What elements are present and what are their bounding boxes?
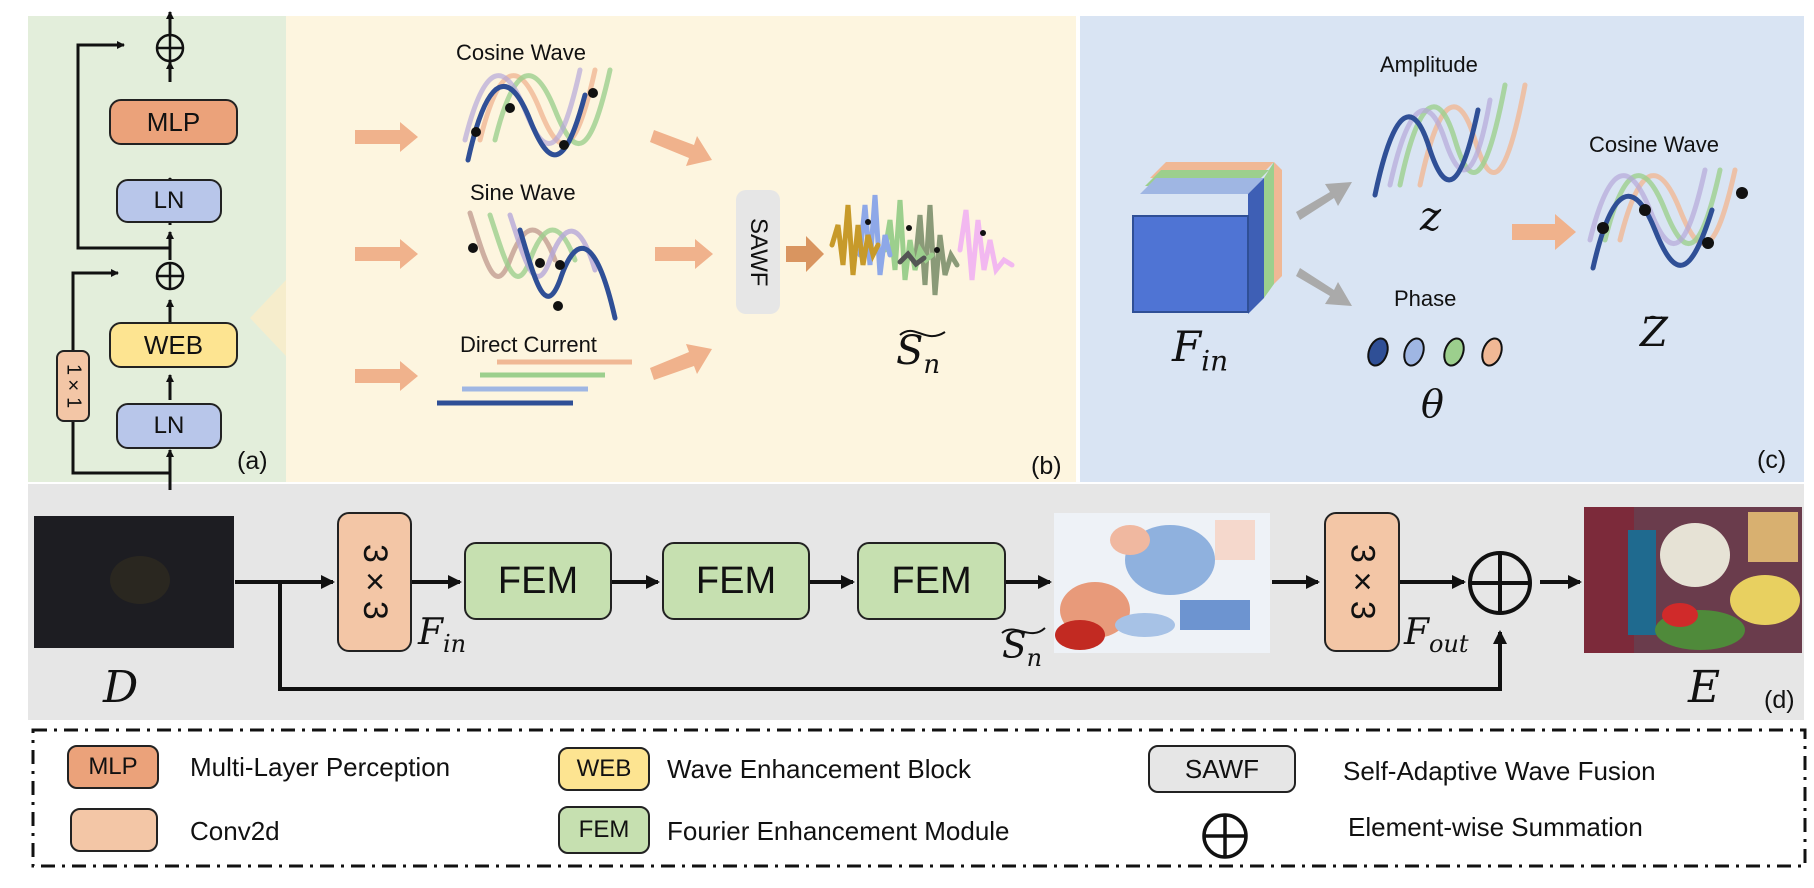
- sum-nodes-a: [155, 33, 185, 291]
- feature-cube: [1132, 162, 1282, 314]
- legend-mlp-text: Multi-Layer Perception: [190, 752, 451, 782]
- z-label: z: [1420, 194, 1442, 240]
- fem-block-2: FEM: [662, 542, 810, 620]
- f-in-sub-d: in: [442, 630, 467, 659]
- f-in-label-c: Fin: [1172, 322, 1228, 377]
- sawf-block: SAWF: [736, 190, 780, 314]
- sum-node-d: [1468, 551, 1532, 615]
- cosine-wave-label-b: Cosine Wave: [456, 40, 587, 65]
- legend-fem-swatch: FEM: [558, 806, 650, 854]
- legend-sawf-swatch: SAWF: [1148, 745, 1296, 793]
- z-tilde-accent: ~: [1648, 302, 1664, 332]
- web-block: WEB: [109, 322, 238, 368]
- fem-block-3: FEM: [857, 542, 1006, 620]
- f-in-letter-d: F: [418, 612, 443, 653]
- legend-sum-key: ⊕: [1208, 818, 1209, 819]
- legend-conv-swatch: [70, 808, 158, 852]
- f-out-sub: out: [1428, 630, 1469, 659]
- d-label: D: [103, 662, 139, 713]
- legend-web-swatch: WEB: [558, 747, 650, 791]
- sum-glyph-d: ⊕: [1490, 570, 1491, 571]
- orange-arrows-b: [355, 122, 824, 391]
- s-n-output-label: Sn: [896, 328, 941, 380]
- fused-wave: [829, 194, 1015, 296]
- amplitude-label: Amplitude: [1380, 52, 1478, 77]
- legend-fem-text: Fourier Enhancement Module: [667, 816, 1010, 846]
- conv1x1-block: 1×1: [56, 350, 90, 422]
- sine-wave-label: Sine Wave: [470, 180, 576, 205]
- legend-conv-text: Conv2d: [190, 816, 280, 846]
- f-in-label-d: Fin: [418, 612, 466, 658]
- s-n-sub-d: n: [1026, 644, 1043, 673]
- z-tilde-label: Z: [1640, 310, 1668, 356]
- panel-d-label: (d): [1764, 686, 1795, 714]
- fem-block-1: FEM: [464, 542, 612, 620]
- direct-current-lines: [437, 359, 632, 406]
- legend-sawf-text: Self-Adaptive Wave Fusion: [1343, 756, 1656, 786]
- amplitude-wave: [1372, 82, 1528, 198]
- orange-arrow-c: [1512, 214, 1576, 250]
- phase-ovals: [1367, 337, 1503, 367]
- e-hat-label: E: [1688, 662, 1721, 713]
- f-out-label: Fout: [1404, 612, 1469, 658]
- f-in-sub-c: in: [1201, 344, 1229, 378]
- sine-wave-b: [467, 210, 618, 321]
- legend-sum-text: Element-wise Summation: [1348, 812, 1643, 842]
- ln-block-bottom: LN: [116, 403, 222, 449]
- legend-web-text: Wave Enhancement Block: [667, 754, 971, 784]
- gray-arrows-c: [1296, 182, 1352, 306]
- s-n-letter-d: S: [1002, 626, 1027, 667]
- z-tilde-letter: Z: [1640, 310, 1668, 356]
- legend-mlp-swatch: MLP: [67, 745, 159, 789]
- direct-current-label: Direct Current: [460, 332, 597, 357]
- legend-frame: [31, 728, 1807, 868]
- theta-label: θ: [1421, 382, 1444, 426]
- s-n-label-d: Sn: [1002, 626, 1042, 672]
- conv3x3-block-2: 3×3: [1324, 512, 1400, 652]
- phase-label: Phase: [1394, 286, 1457, 311]
- conv3x3-block-1: 3×3: [337, 512, 412, 652]
- panel-a-label: (a): [237, 447, 268, 475]
- output-image: [1584, 507, 1802, 653]
- mlp-block: MLP: [109, 99, 238, 145]
- cosine-wave-label-c: Cosine Wave: [1589, 132, 1720, 157]
- s-n-sub: n: [923, 350, 941, 380]
- feature-heatmap: [1054, 513, 1270, 653]
- f-in-letter-c: F: [1172, 322, 1202, 371]
- panel-c-label: (c): [1757, 446, 1787, 474]
- panel-b-label: (b): [1031, 452, 1062, 480]
- legend-sum-icon: [1202, 813, 1248, 859]
- ln-block-top: LN: [116, 179, 222, 223]
- f-out-letter: F: [1404, 612, 1429, 653]
